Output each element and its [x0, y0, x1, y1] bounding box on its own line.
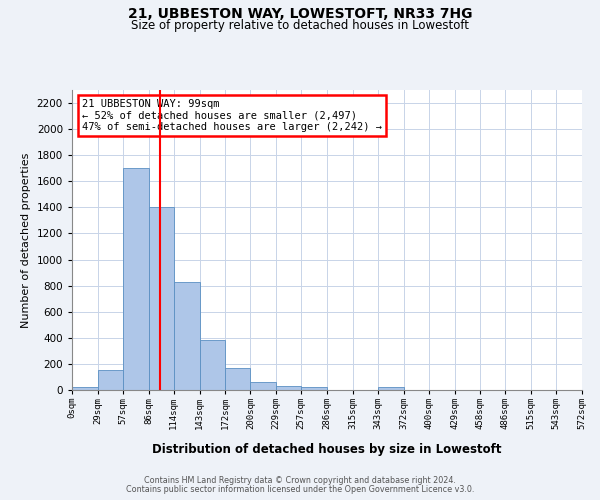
- Bar: [98, 370, 123, 390]
- Bar: [149, 208, 173, 390]
- Bar: [199, 340, 226, 390]
- Bar: [72, 388, 98, 390]
- Text: Distribution of detached houses by size in Lowestoft: Distribution of detached houses by size …: [152, 442, 502, 456]
- Text: 21 UBBESTON WAY: 99sqm
← 52% of detached houses are smaller (2,497)
47% of semi-: 21 UBBESTON WAY: 99sqm ← 52% of detached…: [82, 99, 382, 132]
- Bar: [276, 386, 301, 390]
- Bar: [378, 388, 404, 390]
- Bar: [250, 382, 276, 390]
- Bar: [123, 168, 149, 390]
- Y-axis label: Number of detached properties: Number of detached properties: [21, 152, 31, 328]
- Text: 21, UBBESTON WAY, LOWESTOFT, NR33 7HG: 21, UBBESTON WAY, LOWESTOFT, NR33 7HG: [128, 8, 472, 22]
- Text: Size of property relative to detached houses in Lowestoft: Size of property relative to detached ho…: [131, 18, 469, 32]
- Bar: [226, 368, 250, 390]
- Text: Contains HM Land Registry data © Crown copyright and database right 2024.: Contains HM Land Registry data © Crown c…: [144, 476, 456, 485]
- Bar: [173, 282, 199, 390]
- Text: Contains public sector information licensed under the Open Government Licence v3: Contains public sector information licen…: [126, 485, 474, 494]
- Bar: [301, 388, 327, 390]
